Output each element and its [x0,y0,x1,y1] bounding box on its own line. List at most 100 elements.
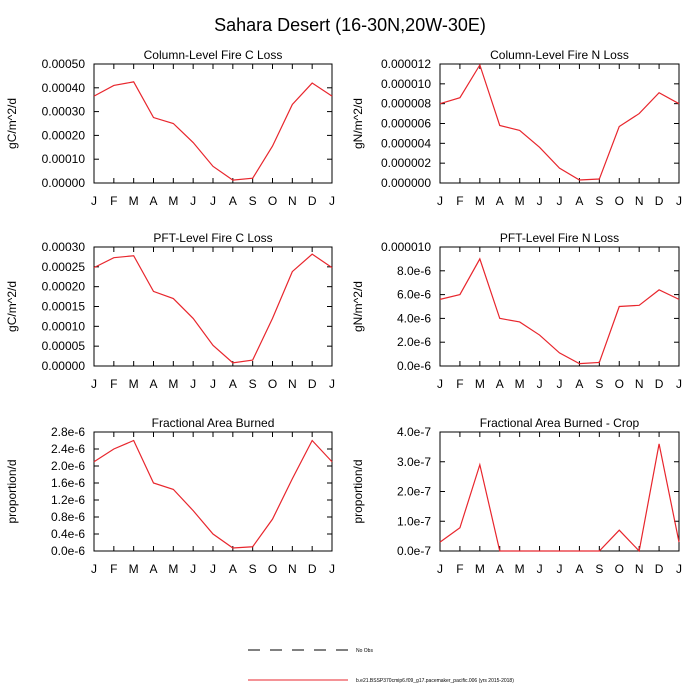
x-tick-label: S [595,562,603,576]
x-tick-label: D [655,562,664,576]
x-tick-label: J [557,562,563,576]
x-tick-label: O [615,194,624,208]
y-tick-label: 0.00000 [42,176,86,190]
panel-4: PFT-Level Fire N Loss gN/m^2/d 0.0e-6 2.0e-… [351,231,682,391]
x-tick-label: F [110,194,117,208]
x-tick-label: A [149,194,157,208]
x-tick-label: F [456,562,463,576]
y-tick-label: 6.0e-6 [397,288,431,302]
x-tick-label: M [129,377,139,391]
x-tick-label: N [635,562,644,576]
panel-2: Column-Level Fire N Loss gN/m^2/d 0.000000… [351,48,682,208]
y-axis-label: proportion/d [5,459,19,523]
x-tick-label: J [91,377,97,391]
y-tick-label: 0.000010 [381,240,431,254]
y-tick-label: 0.00020 [42,280,86,294]
y-tick-label: 2.0e-6 [397,335,431,349]
series-line [439,63,680,181]
series-line [439,443,680,553]
y-tick-label: 0.00030 [42,240,86,254]
y-tick-label: 0.4e-6 [51,527,85,541]
y-tick-label: 4.0e-7 [397,425,431,439]
legend-model-label: b.e21.BSSP370cmip6.f09_g17.pacemaker_pac… [356,678,514,684]
x-tick-label: A [575,377,583,391]
x-tick-label: A [496,377,504,391]
panel-3: PFT-Level Fire C Loss gC/m^2/d 0.00000 0.00… [5,231,335,391]
x-tick-label: S [249,377,257,391]
x-tick-label: J [676,377,682,391]
x-tick-label: O [615,562,624,576]
x-tick-label: J [329,194,335,208]
x-tick-label: J [557,377,563,391]
x-tick-label: J [537,562,543,576]
y-tick-label: 0.000010 [381,77,431,91]
y-tick-label: 4.0e-6 [397,311,431,325]
x-tick-label: M [515,562,525,576]
x-tick-label: M [475,562,485,576]
x-tick-label: N [288,562,297,576]
y-tick-label: 2.0e-7 [397,485,431,499]
x-tick-label: J [91,562,97,576]
y-tick-label: 0.00025 [42,260,86,274]
legend: No Obs b.e21.BSSP370cmip6.f09_g17.pacema… [248,648,514,684]
x-tick-label: A [496,562,504,576]
y-axis-label: gN/m^2/d [351,281,365,332]
y-tick-label: 1.2e-6 [51,493,85,507]
x-tick-label: N [288,194,297,208]
x-tick-label: A [496,194,504,208]
x-tick-label: N [288,377,297,391]
x-tick-label: D [655,377,664,391]
x-tick-label: M [515,377,525,391]
series-line [93,81,333,181]
y-tick-label: 0.00030 [42,105,86,119]
x-tick-label: J [329,377,335,391]
x-tick-label: J [537,194,543,208]
x-tick-label: M [475,194,485,208]
y-tick-label: 2.4e-6 [51,442,85,456]
series-line [93,439,333,549]
x-tick-label: J [437,562,443,576]
x-tick-label: A [229,377,237,391]
x-tick-label: O [268,377,277,391]
x-tick-label: S [595,194,603,208]
x-tick-label: J [537,377,543,391]
y-axis-label: gC/m^2/d [5,281,19,332]
y-tick-label: 0.8e-6 [51,510,85,524]
x-tick-label: M [515,194,525,208]
x-tick-label: J [210,377,216,391]
y-tick-label: 2.8e-6 [51,425,85,439]
x-tick-label: D [308,194,317,208]
x-tick-label: F [456,194,463,208]
x-tick-label: J [91,194,97,208]
y-tick-label: 0.000012 [381,57,431,71]
x-tick-label: S [249,194,257,208]
x-tick-label: N [635,377,644,391]
x-tick-label: F [456,377,463,391]
series-line [439,257,680,365]
y-axis-label: gN/m^2/d [351,98,365,149]
x-tick-label: M [129,194,139,208]
y-tick-label: 0.0e-7 [397,544,431,558]
y-axis-label: proportion/d [351,459,365,523]
y-tick-label: 1.6e-6 [51,476,85,490]
x-tick-label: M [168,562,178,576]
x-tick-label: O [615,377,624,391]
y-tick-label: 8.0e-6 [397,264,431,278]
series-line [93,253,333,364]
y-tick-label: 2.0e-6 [51,459,85,473]
y-tick-label: 0.00010 [42,319,86,333]
panels: Column-Level Fire C LossgC/m^2/d0.000000… [5,48,682,576]
x-tick-label: F [110,377,117,391]
x-tick-label: D [655,194,664,208]
y-tick-label: 0.000004 [381,136,431,150]
panel-title: PFT-Level Fire C Loss [153,231,272,245]
panel-6: Fractional Area Burned - Crop proportion/… [351,416,682,576]
legend-obs-label: No Obs [356,648,373,654]
y-axis-label: gC/m^2/d [5,98,19,149]
x-tick-label: A [575,194,583,208]
panel-title: Column-Level Fire C Loss [144,48,283,62]
plot-frame [439,431,680,552]
y-tick-label: 0.000000 [381,176,431,190]
x-tick-label: A [229,562,237,576]
x-tick-label: M [475,377,485,391]
